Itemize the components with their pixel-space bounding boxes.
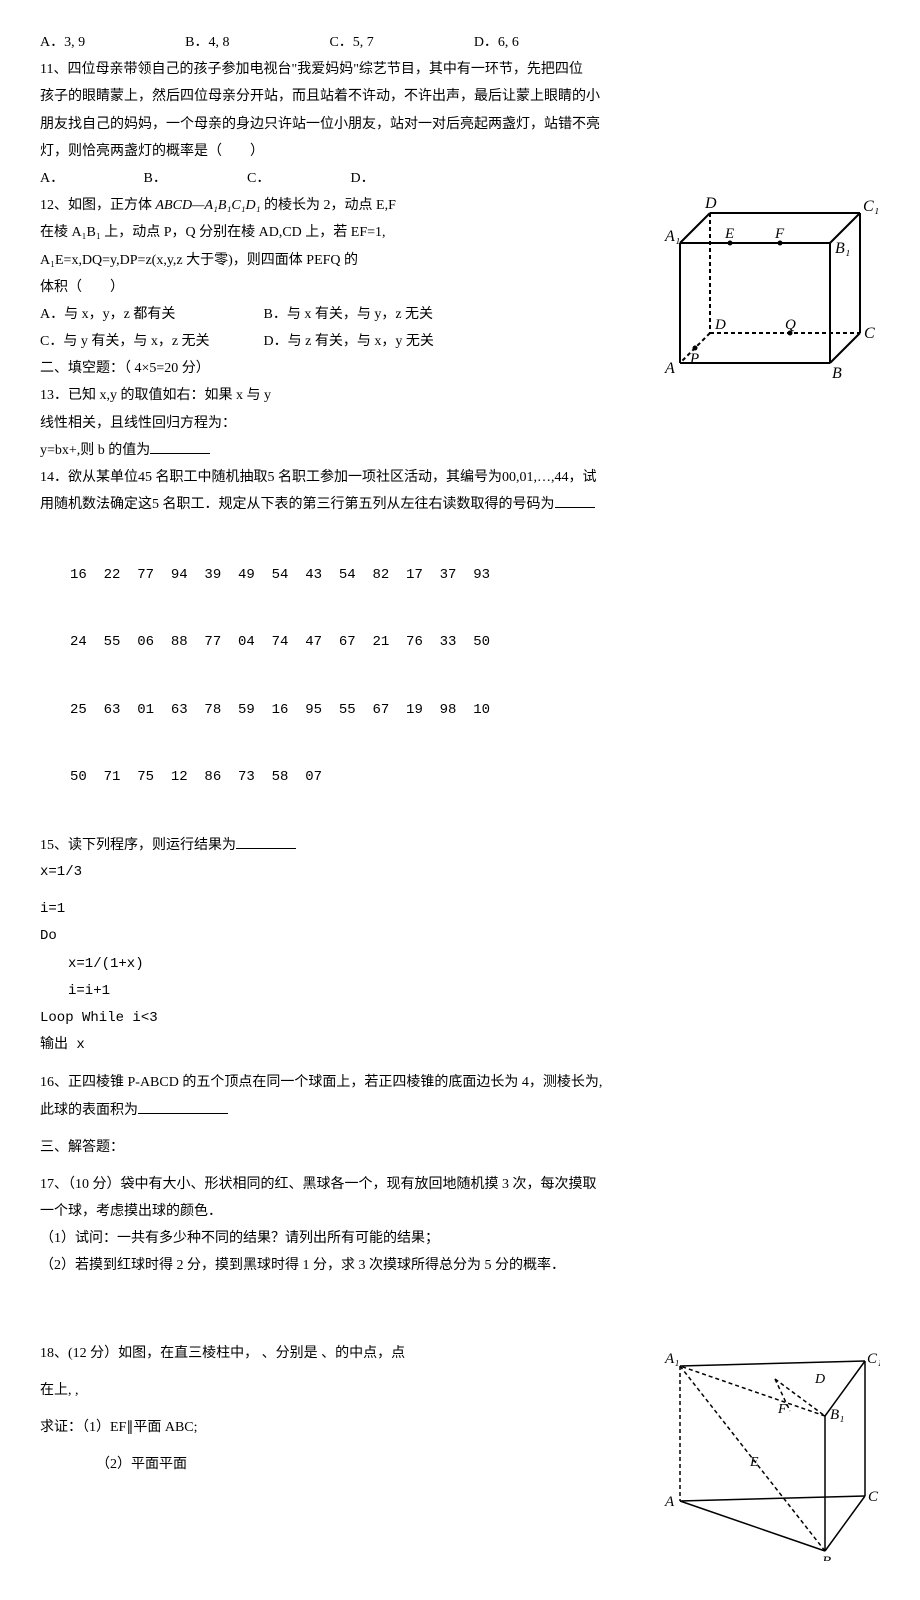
q17-line3: （1）试问：一共有多少种不同的结果？请列出所有可能的结果；: [40, 1226, 880, 1251]
label-B: B: [822, 1554, 831, 1561]
code-line: i=i+1: [40, 979, 880, 1004]
num-row: 24 55 06 88 77 04 74 47 67 21 76 33 50: [70, 631, 880, 653]
label-C: C: [868, 1489, 879, 1505]
label-Clow: C: [864, 325, 875, 342]
q14-line1: 14．欲从某单位45 名职工中随机抽取5 名职工参加一项社区活动，其编号为00,…: [40, 465, 880, 490]
choice-c: C．: [247, 166, 347, 191]
code-line: 输出 x: [40, 1033, 880, 1058]
q16-line2: 此球的表面积为: [40, 1098, 880, 1123]
cube-figure: D C₁ A₁ B₁ E F D Q C A P B: [660, 193, 880, 402]
q11-line2: 孩子的眼睛蒙上，然后四位母亲分开站，而且站着不许动，不许出声，最后让蒙上眼睛的小: [40, 84, 880, 109]
blank: [555, 507, 595, 508]
q16-line1: 16、正四棱锥 P-ABCD 的五个顶点在同一个球面上，若正四棱锥的底面边长为 …: [40, 1070, 880, 1095]
label-Q: Q: [785, 317, 796, 333]
label-F: F: [777, 1402, 787, 1417]
choice-b: B．与 x 有关，与 y，z 无关: [264, 307, 434, 322]
cube-svg: D C₁ A₁ B₁ E F D Q C A P B: [660, 193, 880, 393]
q13-line2: 线性相关，且线性回归方程为：: [40, 411, 880, 436]
section3-title: 三、解答题：: [40, 1135, 880, 1160]
choice-a: A．3, 9: [40, 30, 85, 55]
label-B1: B₁: [830, 1407, 844, 1423]
code-line: x=1/3: [40, 860, 880, 885]
q15-text: 15、读下列程序，则运行结果为: [40, 833, 880, 858]
choice-c: C．与 y 有关，与 x，z 无关: [40, 329, 260, 354]
random-number-table: 16 22 77 94 39 49 54 43 54 82 17 37 93 2…: [70, 519, 880, 832]
label-C1: C₁: [863, 198, 879, 215]
q13-line3: y=bx+,则 b 的值为: [40, 438, 880, 463]
num-row: 50 71 75 12 86 73 58 07: [70, 766, 880, 788]
label-B1: B₁: [835, 240, 850, 257]
code-line: Do: [40, 924, 880, 949]
label-A1: A₁: [664, 1351, 679, 1367]
q17-line2: 一个球，考虑摸出球的颜色．: [40, 1199, 880, 1224]
prism-svg: A₁ C₁ D B₁ F E A C B: [650, 1341, 880, 1561]
choice-c: C．5, 7: [329, 30, 373, 55]
label-D: D: [704, 195, 717, 212]
code-line: x=1/(1+x): [40, 952, 880, 977]
label-A1: A₁: [664, 228, 680, 245]
choice-a: A．与 x，y，z 都有关: [40, 302, 260, 327]
label-B: B: [832, 365, 842, 382]
prism-figure: A₁ C₁ D B₁ F E A C B: [650, 1341, 880, 1570]
label-P: P: [689, 351, 699, 367]
label-C1: C₁: [867, 1351, 880, 1367]
label-Dlow: D: [714, 317, 726, 333]
choice-b: B．4, 8: [185, 30, 229, 55]
q17-line1: 17、（10 分）袋中有大小、形状相同的红、黑球各一个，现有放回地随机摸 3 次…: [40, 1172, 880, 1197]
label-A: A: [664, 1494, 675, 1510]
choice-a: A．: [40, 166, 140, 191]
q17-line4: （2）若摸到红球时得 2 分，摸到黑球时得 1 分，求 3 次摸球所得总分为 5…: [40, 1253, 880, 1278]
num-row: 16 22 77 94 39 49 54 43 54 82 17 37 93: [70, 564, 880, 586]
label-F: F: [774, 226, 785, 242]
q11-line3: 朋友找自己的妈妈，一个母亲的身边只许站一位小朋友，站对一对后亮起两盏灯，站错不亮: [40, 112, 880, 137]
label-D: D: [814, 1372, 825, 1387]
document-page: A．3, 9 B．4, 8 C．5, 7 D．6, 6 11、四位母亲带领自己的…: [40, 30, 880, 1570]
blank: [138, 1113, 228, 1114]
blank: [150, 453, 210, 454]
choice-d: D．与 z 有关，与 x，y 无关: [264, 334, 434, 349]
code-line: Loop While i<3: [40, 1006, 880, 1031]
choice-d: D．: [351, 166, 451, 191]
choice-d: D．6, 6: [474, 30, 519, 55]
label-A: A: [664, 360, 675, 377]
q14-line2: 用随机数法确定这5 名职工．规定从下表的第三行第五列从左往右读数取得的号码为: [40, 492, 880, 517]
label-E: E: [749, 1455, 759, 1470]
label-E: E: [724, 226, 734, 242]
q11-line1: 11、四位母亲带领自己的孩子参加电视台"我爱妈妈"综艺节目，其中有一环节，先把四…: [40, 57, 880, 82]
q11-choices: A． B． C． D．: [40, 166, 880, 191]
choice-b: B．: [144, 166, 244, 191]
num-row: 25 63 01 63 78 59 16 95 55 67 19 98 10: [70, 699, 880, 721]
code-line: i=1: [40, 897, 880, 922]
q11-line4: 灯，则恰亮两盏灯的概率是（ ）: [40, 139, 880, 164]
blank: [236, 848, 296, 849]
q10-choices: A．3, 9 B．4, 8 C．5, 7 D．6, 6: [40, 30, 880, 55]
